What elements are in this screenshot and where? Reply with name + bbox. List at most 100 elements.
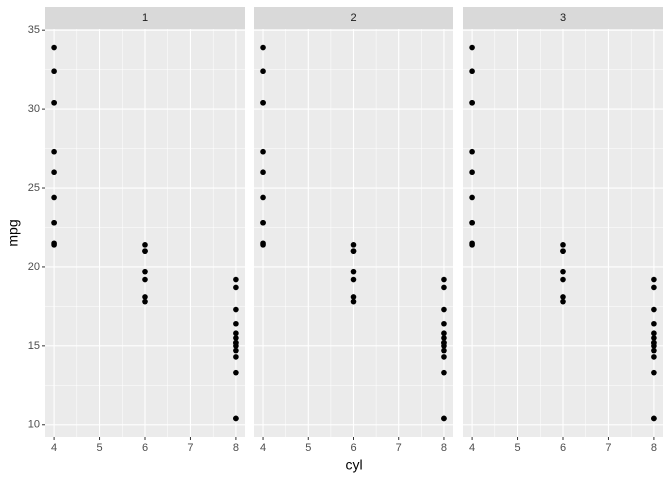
point [651, 320, 657, 327]
x-tick-label: 7 [187, 442, 193, 454]
point [469, 44, 475, 51]
point [469, 68, 475, 75]
x-tick-label: 6 [350, 442, 356, 454]
point [51, 68, 57, 75]
point [260, 219, 266, 226]
point [233, 306, 239, 313]
point [142, 298, 148, 305]
point [350, 248, 357, 254]
point [651, 343, 657, 349]
x-tick-label: 5 [514, 442, 520, 454]
point [651, 347, 657, 354]
y-tick-label: 25 [28, 182, 40, 194]
strip-label: 2 [350, 12, 356, 24]
point [51, 148, 57, 155]
point [142, 276, 148, 283]
point [441, 284, 447, 291]
point [441, 415, 447, 422]
y-tick-label: 20 [28, 261, 40, 273]
point [441, 354, 447, 360]
point [51, 44, 57, 51]
point [233, 335, 239, 341]
point [441, 306, 447, 313]
point [560, 276, 566, 283]
x-tick-label: 4 [469, 442, 475, 454]
point [441, 343, 447, 349]
point [441, 320, 447, 327]
point [469, 219, 475, 226]
strip [45, 7, 245, 29]
point [651, 330, 657, 337]
point [560, 248, 566, 254]
point [51, 219, 57, 226]
point [469, 242, 475, 248]
point [350, 268, 357, 275]
point [142, 248, 148, 254]
x-tick-label: 8 [651, 442, 657, 454]
point [560, 298, 566, 305]
point [651, 369, 657, 376]
point [441, 276, 447, 283]
point [560, 294, 566, 300]
point [233, 343, 239, 349]
point [233, 347, 239, 354]
point [233, 415, 239, 422]
strip [254, 7, 453, 29]
point [233, 284, 239, 291]
point [233, 320, 239, 327]
strip-label: 3 [560, 12, 566, 24]
point [651, 306, 657, 313]
point [651, 335, 657, 341]
point [441, 369, 447, 376]
point [260, 44, 266, 51]
point [51, 194, 57, 201]
point [469, 194, 475, 201]
point [260, 242, 266, 248]
strip [463, 7, 663, 29]
point [350, 294, 357, 300]
point [260, 194, 266, 201]
y-tick-label: 15 [28, 340, 40, 352]
x-tick-label: 4 [260, 442, 266, 454]
y-axis-label: mpg [5, 219, 21, 246]
point [560, 242, 566, 248]
point [260, 68, 266, 75]
point [233, 354, 239, 360]
x-tick-label: 5 [305, 442, 311, 454]
x-tick-label: 6 [142, 442, 148, 454]
y-tick-label: 35 [28, 24, 40, 36]
point [469, 169, 475, 176]
point [233, 369, 239, 376]
point [651, 284, 657, 291]
x-tick-label: 8 [441, 442, 447, 454]
point [51, 99, 57, 106]
x-tick-label: 4 [51, 442, 57, 454]
point [469, 148, 475, 155]
point [651, 276, 657, 283]
point [51, 242, 57, 248]
x-tick-label: 7 [396, 442, 402, 454]
y-tick-label: 30 [28, 103, 40, 115]
point [350, 242, 357, 248]
point [441, 330, 447, 337]
point [142, 268, 148, 275]
point [260, 169, 266, 176]
point [441, 335, 447, 341]
point [651, 415, 657, 422]
point [51, 169, 57, 176]
point [142, 294, 148, 300]
point [260, 148, 266, 155]
point [350, 276, 357, 283]
x-tick-label: 6 [560, 442, 566, 454]
point [233, 276, 239, 283]
point [260, 99, 266, 106]
x-tick-label: 8 [233, 442, 239, 454]
point [142, 242, 148, 248]
x-tick-label: 7 [605, 442, 611, 454]
point [651, 354, 657, 360]
x-tick-label: 5 [96, 442, 102, 454]
point [560, 268, 566, 275]
point [441, 347, 447, 354]
point [469, 99, 475, 106]
